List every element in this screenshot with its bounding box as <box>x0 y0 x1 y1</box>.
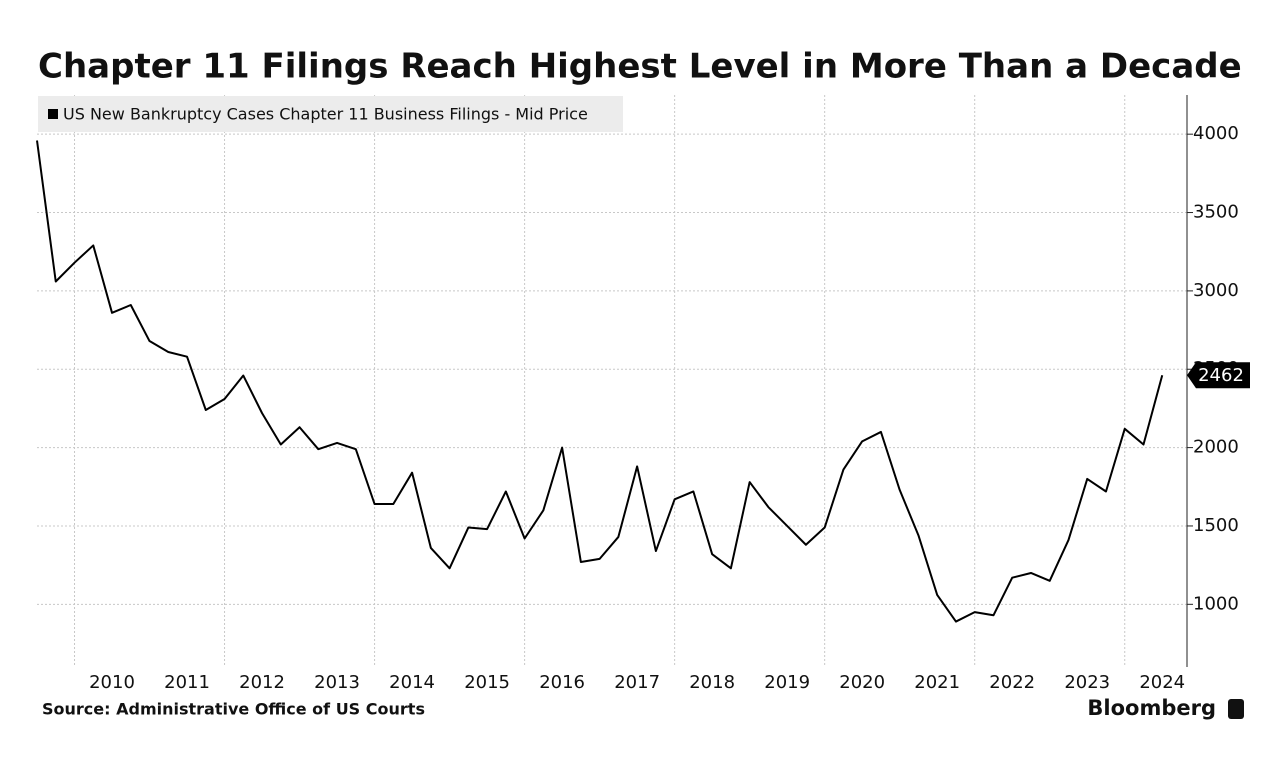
last-value-box <box>1187 362 1250 389</box>
x-tick-label: 2024 <box>1139 672 1185 693</box>
legend-box <box>38 96 623 132</box>
legend-swatch <box>48 109 58 119</box>
x-tick-label: 2011 <box>164 672 210 693</box>
line <box>36 140 1164 623</box>
x-tick-label: 2020 <box>839 672 885 693</box>
y-tick-label: 1000 <box>1193 593 1239 614</box>
x-tick-label: 2017 <box>614 672 660 693</box>
last-value-label: 2462 <box>1198 365 1244 386</box>
x-tick-label: 2016 <box>539 672 585 693</box>
brand: Bloomberg <box>1087 696 1216 720</box>
x-tick-label: 2012 <box>239 672 285 693</box>
x-tick-label: 2010 <box>89 672 135 693</box>
grid <box>37 95 1187 667</box>
chart-title: Chapter 11 Filings Reach Highest Level i… <box>38 47 1242 87</box>
source: Source: Administrative Office of US Cour… <box>42 700 425 719</box>
plot <box>36 140 1164 623</box>
x-tick-label: 2022 <box>989 672 1035 693</box>
x-tick-label: 2018 <box>689 672 735 693</box>
y-tick-label: 2000 <box>1193 437 1239 458</box>
x-tick-label: 2021 <box>914 672 960 693</box>
x-tick-label: 2023 <box>1064 672 1110 693</box>
y-tick-label: 3000 <box>1193 280 1239 301</box>
x-tick-label: 2013 <box>314 672 360 693</box>
y-tick-label: 4000 <box>1193 123 1239 144</box>
y-tick-label: 3500 <box>1193 202 1239 223</box>
y-tick-label: 1500 <box>1193 515 1239 536</box>
x-tick-label: 2014 <box>389 672 435 693</box>
x-tick-label: 2019 <box>764 672 810 693</box>
brand-icon <box>1228 699 1244 719</box>
x-tick-label: 2015 <box>464 672 510 693</box>
legend-label: US New Bankruptcy Cases Chapter 11 Busin… <box>63 105 588 124</box>
